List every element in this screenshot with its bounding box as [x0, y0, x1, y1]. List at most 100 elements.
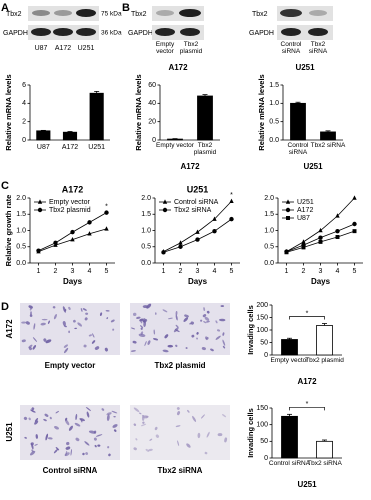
marker — [37, 199, 43, 204]
blot-row-label: GAPDH — [249, 30, 274, 37]
x-tick-label-box: Tbx2 plasmid — [194, 142, 216, 156]
cell — [41, 318, 48, 321]
cell — [133, 407, 140, 413]
significance-bracket — [289, 406, 325, 411]
cell — [83, 344, 87, 348]
y-tick-label: 150 — [256, 314, 268, 321]
band — [280, 9, 302, 17]
band — [179, 9, 201, 17]
bar — [281, 415, 298, 459]
cell — [63, 344, 68, 348]
cell — [88, 334, 92, 337]
micrograph — [20, 405, 120, 460]
cell — [34, 418, 39, 422]
cell — [95, 434, 103, 437]
marker — [318, 227, 323, 233]
x-tick-label: Control siRNA — [287, 142, 309, 156]
marker — [229, 216, 234, 222]
cell — [45, 339, 52, 344]
annotation: * — [230, 192, 233, 199]
cell — [68, 425, 73, 431]
x-tick-label: 1 — [162, 268, 166, 275]
y-tick-label: 1.0 — [141, 227, 151, 234]
micrograph — [20, 303, 120, 355]
cell — [155, 312, 157, 316]
cell — [133, 423, 137, 426]
cell — [206, 310, 210, 314]
y-tick-label: 2.0 — [264, 195, 274, 202]
blot-size: 36 kDa — [101, 30, 122, 37]
cell — [32, 337, 38, 342]
panel-label: C — [1, 180, 9, 192]
marker — [318, 235, 323, 240]
cell — [91, 340, 96, 344]
cell — [201, 414, 205, 419]
legend-label: A172 — [297, 207, 313, 214]
marker — [352, 195, 357, 200]
blot: Tbx2 75 kDa GAPDH 36 kDa U87 A172 U251 — [3, 6, 122, 52]
band — [281, 28, 301, 36]
marker — [318, 239, 323, 244]
bar — [316, 325, 333, 356]
panel-label: B — [122, 2, 130, 14]
y-tick-label: 40 — [148, 100, 156, 107]
cell — [106, 317, 109, 320]
marker — [285, 199, 291, 204]
cell — [55, 447, 60, 451]
cell — [86, 411, 90, 418]
cell — [175, 314, 178, 321]
y-tick-label: 0.5 — [141, 244, 151, 251]
cell — [135, 438, 138, 441]
marker — [284, 250, 289, 255]
cell — [174, 329, 180, 333]
cell — [130, 327, 136, 330]
y-tick-label: 0.5 — [264, 244, 274, 251]
x-tick-label: Empty vector — [270, 357, 309, 364]
cell — [84, 317, 88, 321]
bar — [197, 95, 213, 141]
y-tick-label: 0 — [152, 137, 156, 144]
cell — [33, 323, 36, 330]
cell — [99, 312, 103, 317]
blot-row-label: GAPDH — [3, 30, 28, 37]
y-tick-label: 1.5 — [16, 211, 26, 218]
marker — [212, 228, 217, 234]
cell — [82, 308, 87, 311]
cell — [142, 305, 149, 309]
y-axis-label: Relative mRNA levels — [257, 74, 266, 150]
cell — [140, 321, 143, 324]
blot-row-label: Tbx2 — [252, 11, 268, 18]
x-tick-label-box: Empty vector — [156, 142, 194, 149]
cell — [82, 452, 85, 456]
cell — [177, 411, 181, 416]
cell — [31, 407, 35, 411]
annotation: * — [105, 203, 108, 210]
significance-bracket — [289, 316, 325, 320]
marker — [53, 240, 58, 246]
cell — [112, 424, 118, 428]
cell — [47, 320, 50, 324]
band — [309, 10, 327, 16]
cell — [25, 321, 30, 325]
y-tick-label: 1.5 — [264, 211, 274, 218]
band — [53, 28, 73, 36]
y-tick-label: 0 — [264, 352, 268, 359]
blot-row-label: GAPDH — [128, 30, 153, 37]
cell — [70, 448, 73, 456]
legend-label: Empty vector — [49, 199, 91, 206]
cell — [53, 448, 58, 454]
cell — [215, 335, 221, 340]
band — [54, 10, 72, 16]
marker — [301, 239, 306, 244]
cell — [66, 441, 70, 446]
marker — [212, 216, 217, 221]
blot-row-label: Tbx2 — [6, 11, 22, 18]
cell — [80, 308, 83, 312]
band — [156, 10, 174, 16]
cell — [224, 437, 228, 443]
annotation: * — [306, 310, 309, 317]
marker — [36, 248, 41, 253]
cell — [21, 321, 27, 324]
